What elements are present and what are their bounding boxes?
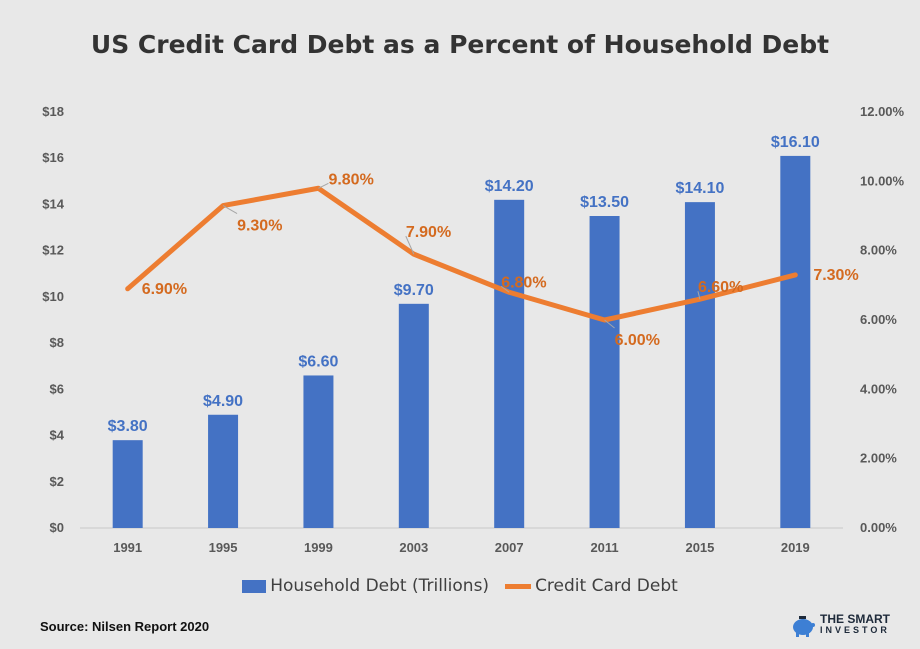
bar [208, 414, 239, 528]
line-data-label: 6.00% [615, 332, 660, 349]
bar [494, 199, 525, 529]
legend: Household Debt (Trillions) Credit Card D… [0, 576, 920, 596]
bar-data-label: $9.70 [394, 282, 434, 299]
y-right-tick-label: 8.00% [860, 243, 897, 258]
bar [589, 216, 620, 528]
line-data-label: 7.90% [406, 224, 451, 241]
y-left-tick-label: $2 [50, 474, 64, 489]
y-right-tick-label: 12.00% [860, 104, 905, 119]
logo-text-line1: THE SMART [820, 612, 890, 626]
bar [303, 375, 334, 528]
bar [112, 440, 143, 528]
line-data-label: 6.60% [698, 279, 743, 296]
y-left-tick-label: $4 [50, 428, 65, 443]
y-right-tick-label: 4.00% [860, 381, 897, 396]
legend-label-credit-card-debt: Credit Card Debt [535, 576, 678, 596]
y-left-tick-label: $18 [42, 104, 64, 119]
y-left-tick-label: $0 [50, 520, 64, 535]
x-tick-label: 2011 [590, 540, 618, 555]
leader-line [405, 235, 415, 255]
brand-logo: THE SMART INVESTOR [790, 613, 890, 637]
bar-data-label: $16.10 [771, 134, 820, 151]
y-right-tick-label: 0.00% [860, 520, 897, 535]
bar [780, 155, 811, 528]
source-note: Source: Nilsen Report 2020 [40, 619, 210, 634]
leader-line [697, 291, 701, 300]
y-right-tick-label: 6.00% [860, 312, 897, 327]
legend-label-household-debt: Household Debt (Trillions) [270, 576, 490, 596]
bar-data-label: $14.10 [675, 180, 724, 197]
y-right-tick-label: 10.00% [860, 173, 905, 188]
x-tick-label: 2003 [399, 540, 428, 555]
legend-item-household-debt: Household Debt (Trillions) [242, 576, 489, 596]
line-data-label: 9.80% [328, 171, 373, 188]
y-left-tick-label: $14 [42, 196, 64, 211]
x-tick-label: 1991 [113, 540, 142, 555]
legend-swatch-bar [242, 579, 267, 593]
leader-line [318, 182, 329, 189]
piggy-bank-icon [793, 616, 815, 637]
leader-line [604, 319, 615, 329]
y-left-tick-label: $16 [42, 150, 64, 165]
bar-data-label: $14.20 [485, 178, 534, 195]
bar-data-label: $6.60 [298, 353, 338, 370]
x-tick-label: 2015 [685, 540, 714, 555]
line-data-label: 7.30% [813, 267, 858, 284]
x-tick-label: 1995 [209, 540, 238, 555]
bar [684, 202, 715, 528]
y-left-tick-label: $12 [42, 243, 64, 258]
y-left-tick-label: $6 [50, 381, 64, 396]
bar-data-label: $4.90 [203, 393, 243, 410]
chart-title: US Credit Card Debt as a Percent of Hous… [90, 30, 830, 59]
y-left-tick-label: $8 [50, 335, 64, 350]
leader-line [500, 285, 510, 293]
x-tick-label: 2019 [781, 540, 810, 555]
series-line [125, 185, 798, 323]
legend-swatch-line [505, 583, 532, 589]
x-tick-label: 2007 [495, 540, 524, 555]
x-tick-label: 1999 [304, 540, 333, 555]
line-data-label: 6.90% [142, 281, 187, 298]
bar-data-label: $13.50 [580, 194, 629, 211]
line-data-label: 6.80% [501, 274, 546, 291]
line-data-label: 9.30% [237, 218, 282, 235]
bar [398, 303, 429, 528]
logo-text-line2: INVESTOR [820, 625, 890, 635]
leader-line [222, 205, 238, 215]
legend-item-credit-card-debt: Credit Card Debt [505, 576, 678, 596]
y-right-tick-label: 2.00% [860, 451, 897, 466]
y-left-tick-label: $10 [42, 289, 64, 304]
bar-data-label: $3.80 [108, 418, 148, 435]
